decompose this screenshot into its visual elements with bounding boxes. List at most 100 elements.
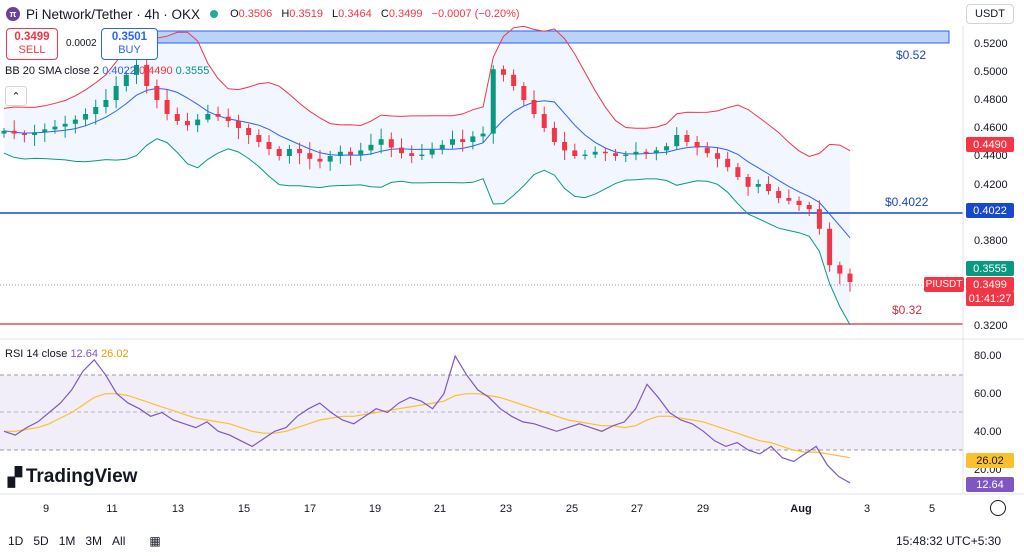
candle-body (480, 133, 486, 137)
support-mid-label: $0.4022 (885, 195, 929, 209)
bb-legend[interactable]: BB 20 SMA close 2 0.4022 0.4490 0.3555 (5, 65, 210, 77)
pi-logo-icon: π (6, 7, 20, 21)
candle-body (602, 151, 608, 154)
symbol-header[interactable]: π Pi Network/Tether · 4h · OKX O0.3506 H… (6, 4, 526, 24)
candle-body (399, 147, 405, 154)
price-tick: 0.4800 (974, 94, 1008, 106)
candle-body (847, 273, 853, 282)
candle-body (246, 128, 252, 135)
timeframe-1m[interactable]: 1M (58, 534, 76, 548)
chevron-up-icon: ⌃ (11, 90, 21, 103)
rsi-ma-tag: 26.02 (966, 453, 1014, 468)
clock[interactable]: 15:48:32 UTC+5:30 (896, 534, 1002, 548)
candle-body (317, 158, 323, 162)
time-tick: 19 (368, 503, 382, 515)
rsi-series (3, 354, 851, 484)
timeframe-5d[interactable]: 5D (33, 534, 49, 548)
time-tick: 9 (42, 503, 50, 515)
bb-lower-line (3, 138, 851, 326)
candle-body (358, 150, 364, 155)
candle-body (286, 149, 292, 156)
rsi-tag: 12.64 (966, 477, 1014, 492)
candle-body (735, 167, 741, 177)
candle-body (786, 198, 792, 201)
candle-body (42, 129, 48, 133)
price-tick: 0.4200 (974, 179, 1008, 191)
timeframe-3m[interactable]: 3M (85, 534, 103, 548)
last-price-tag: 0.3499 (966, 277, 1014, 292)
ohlc-readout: O0.3506 H0.3519 L0.3464 C0.3499 −0.0007 … (230, 8, 520, 20)
candle-body (276, 149, 282, 156)
candle-body (714, 153, 720, 159)
candle-body (368, 144, 374, 151)
symbol-tag: PIUSDT (924, 277, 964, 292)
candle-body (592, 151, 598, 155)
rsi-ma-line (4, 393, 851, 459)
settings-gear-icon[interactable] (990, 500, 1006, 516)
currency-selector[interactable]: USDT (966, 4, 1014, 24)
candle-body (225, 116, 231, 121)
candle-body (439, 144, 445, 149)
buy-button[interactable]: 0.3501 BUY (101, 28, 158, 60)
candle-body (337, 151, 343, 156)
candle-body (348, 151, 354, 155)
candle-body (500, 69, 506, 75)
candle-body (806, 205, 812, 210)
basis-tag: 0.4022 (966, 203, 1014, 218)
candlestick-series (1, 53, 853, 292)
spread-value: 0.0002 (66, 38, 97, 49)
candle-body (460, 139, 466, 142)
price-tick: 0.3200 (974, 320, 1008, 332)
candle-body (765, 184, 771, 191)
price-tick: 0.4600 (974, 122, 1008, 134)
rsi-line (3, 354, 851, 484)
candle-body (409, 153, 415, 156)
candle-body (134, 65, 140, 75)
candle-body (378, 139, 384, 145)
time-tick: 17 (303, 503, 317, 515)
tv-logo-icon: ▞ (8, 466, 22, 487)
time-tick: 27 (630, 503, 644, 515)
candle-body (205, 114, 211, 120)
candle-body (521, 86, 527, 100)
candle-body (1, 130, 7, 134)
candle-body (93, 107, 99, 114)
candle-body (113, 86, 119, 100)
candle-body (643, 151, 649, 154)
candle-body (725, 158, 731, 168)
time-tick: Aug (790, 503, 812, 515)
candle-body (235, 121, 241, 128)
tradingview-logo[interactable]: ▞ TradingView (8, 466, 138, 487)
candle-body (419, 154, 425, 156)
collapse-legend-button[interactable]: ⌃ (5, 86, 27, 106)
candle-body (449, 139, 455, 145)
time-tick: 29 (696, 503, 710, 515)
candle-body (674, 135, 680, 147)
rsi-legend[interactable]: RSI 14 close 12.64 26.02 (5, 348, 129, 360)
time-tick: 25 (565, 503, 579, 515)
candle-body (776, 191, 782, 198)
candle-body (653, 150, 659, 154)
candle-body (796, 200, 802, 205)
candle-body (144, 65, 150, 86)
candle-body (52, 126, 58, 130)
candle-body (11, 130, 17, 134)
candle-body (704, 147, 710, 154)
timeframe-all[interactable]: All (112, 534, 126, 548)
time-tick: 13 (171, 503, 185, 515)
rsi-tick: 80.00 (974, 350, 1002, 362)
time-tick: 21 (433, 503, 447, 515)
bb-lower-tag: 0.3555 (966, 261, 1014, 276)
candle-body (327, 156, 333, 162)
calendar-range-icon[interactable]: ▦ (149, 534, 161, 548)
timeframe-1d[interactable]: 1D (8, 534, 24, 548)
candle-body (745, 177, 751, 187)
candle-body (633, 151, 639, 155)
symbol-title[interactable]: Pi Network/Tether · 4h · OKX (26, 6, 201, 22)
candle-body (755, 184, 761, 187)
sell-button[interactable]: 0.3499 SELL (6, 28, 58, 60)
candle-body (837, 265, 843, 274)
price-tick: 0.5000 (974, 66, 1008, 78)
candle-body (664, 146, 670, 151)
